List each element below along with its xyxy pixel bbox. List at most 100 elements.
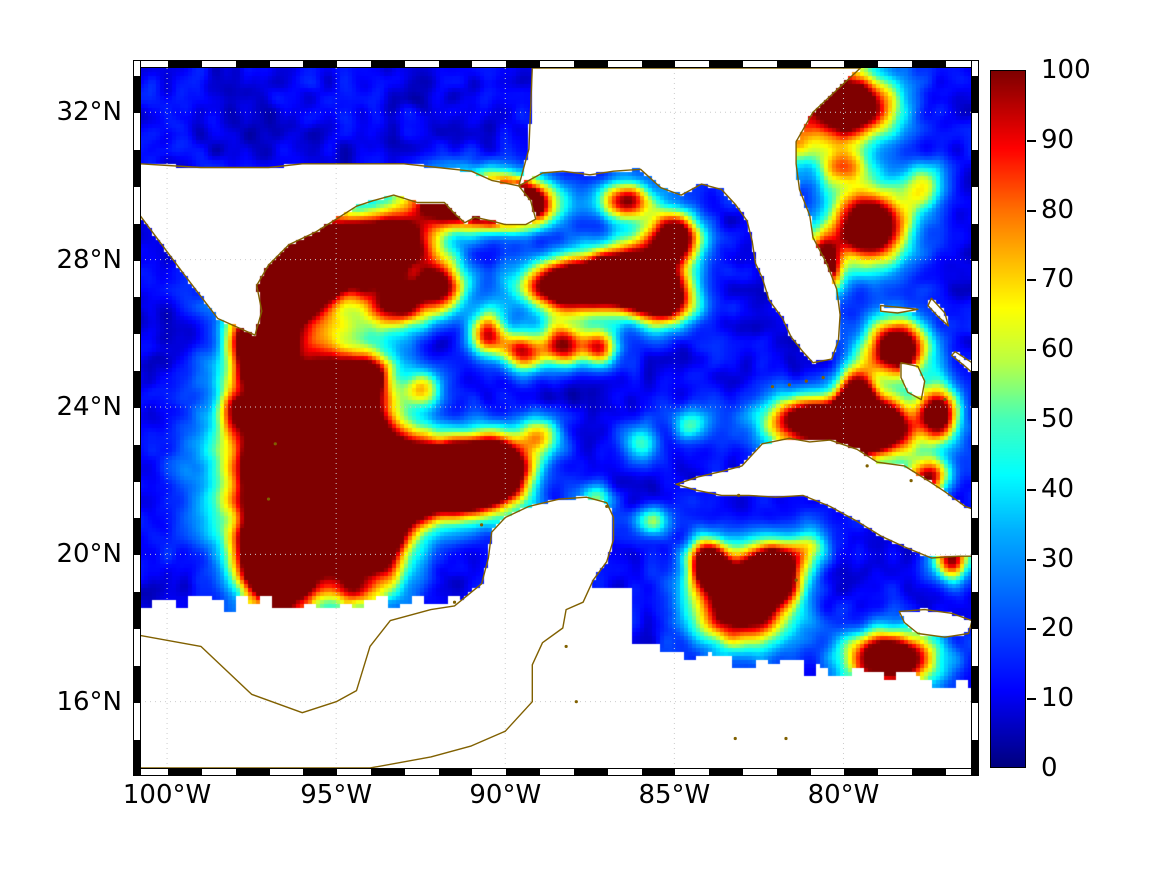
axis-border-block	[912, 61, 946, 67]
axis-border-block	[235, 61, 270, 67]
colorbar	[990, 70, 1026, 768]
coastline-abaco	[927, 297, 949, 327]
map-plot-area	[140, 68, 972, 768]
axis-border-block	[573, 769, 608, 775]
axis-border-block	[438, 769, 473, 775]
axis-border-block	[370, 769, 405, 775]
axis-border-block	[134, 150, 140, 187]
coastline-islet	[737, 493, 741, 497]
y-tick-label: 20°N	[56, 539, 122, 570]
colorbar-tick-mark	[1027, 558, 1036, 561]
axis-border-block	[776, 61, 811, 67]
axis-border-block	[134, 223, 140, 261]
axis-border-block	[168, 769, 202, 775]
axis-border-block	[134, 371, 140, 408]
coastline-grand-bahama	[880, 304, 919, 314]
colorbar-tick-label: 10	[1041, 683, 1075, 714]
axis-border-block	[303, 769, 338, 775]
colorbar-tick-mark	[1027, 628, 1036, 631]
colorbar-tick-label: 100	[1041, 55, 1091, 85]
colorbar-tick-label: 70	[1041, 264, 1075, 295]
coastline-yucatan	[140, 496, 615, 768]
axis-border-block	[972, 150, 978, 187]
coastline-layer	[140, 68, 972, 768]
coastline-islet	[794, 578, 798, 582]
axis-border-block	[844, 61, 879, 67]
axis-border-block	[303, 61, 338, 67]
colorbar-tick-label: 20	[1041, 613, 1075, 644]
y-tick-label: 16°N	[56, 686, 122, 717]
axis-border-block	[972, 76, 978, 114]
axis-border-block	[709, 769, 743, 775]
axis-border-block	[134, 665, 140, 703]
axis-border-block	[134, 297, 140, 335]
axis-border-block	[370, 61, 405, 67]
colorbar-tick-label: 60	[1041, 334, 1075, 365]
colorbar-tick-label: 40	[1041, 473, 1075, 504]
colorbar-tick-mark	[1027, 349, 1036, 352]
axis-border-bottom	[133, 768, 979, 776]
coastline-islet	[909, 479, 913, 483]
axis-border-left	[133, 60, 141, 776]
coastline-islet	[605, 504, 609, 509]
colorbar-tick-label: 0	[1041, 753, 1058, 783]
coastline-islet	[564, 644, 568, 649]
axis-border-block	[134, 739, 140, 775]
axis-border-block	[573, 61, 608, 67]
x-tick-label: 85°W	[638, 780, 711, 810]
axis-border-block	[641, 769, 676, 775]
coastline-florida-panhandle	[518, 68, 862, 364]
axis-border-block	[972, 665, 978, 703]
axis-border-block	[972, 223, 978, 261]
colorbar-tick-label: 30	[1041, 543, 1075, 574]
x-tick-label: 95°W	[300, 780, 373, 810]
colorbar-tick-label: 90	[1041, 124, 1075, 155]
coastline-usa-gulf-atlantic	[140, 163, 537, 336]
coastline-cuba	[675, 437, 972, 559]
colorbar-tick-mark	[1027, 139, 1036, 142]
coastline-andros	[900, 362, 926, 401]
colorbar-tick-mark	[1027, 209, 1036, 212]
coastline-jamaica	[898, 608, 972, 638]
axis-border-block	[134, 592, 140, 629]
coastline-islet	[784, 736, 788, 741]
axis-border-top	[133, 60, 979, 68]
axis-border-block	[972, 297, 978, 335]
axis-border-block	[844, 769, 879, 775]
x-tick-label: 100°W	[122, 780, 212, 810]
coastline-islet	[733, 736, 737, 741]
coastline-islet	[452, 600, 457, 604]
axis-border-block	[134, 76, 140, 114]
axis-border-block	[438, 61, 473, 67]
axis-border-block	[134, 444, 140, 482]
axis-border-block	[235, 769, 270, 775]
x-tick-label: 80°W	[807, 780, 880, 810]
y-tick-label: 24°N	[56, 391, 122, 422]
colorbar-tick-label: 80	[1041, 194, 1075, 225]
axis-border-block	[972, 518, 978, 556]
axis-border-right	[971, 60, 979, 776]
coastline-islet	[865, 464, 869, 468]
coastline-islet	[479, 523, 484, 527]
coastline-islet	[821, 375, 825, 380]
axis-border-block	[972, 371, 978, 408]
colorbar-tick-mark	[1027, 279, 1036, 282]
axis-border-block	[506, 61, 541, 67]
coastline-islet	[787, 383, 791, 387]
axis-border-block	[168, 61, 202, 67]
coastline-islet	[943, 397, 947, 402]
coastline-islet	[770, 385, 775, 389]
colorbar-tick-mark	[1027, 419, 1036, 421]
y-tick-label: 32°N	[56, 97, 122, 128]
axis-border-block	[134, 518, 140, 556]
colorbar-tick-mark	[1027, 488, 1036, 491]
y-tick-label: 28°N	[56, 244, 122, 275]
coastline-eleuthera	[951, 351, 972, 374]
coastline-islet	[804, 379, 808, 383]
gridline-layer	[140, 68, 972, 768]
axis-border-block	[641, 61, 676, 67]
coastline-islet	[273, 442, 277, 446]
axis-border-block	[709, 61, 743, 67]
axis-border-block	[506, 769, 541, 775]
